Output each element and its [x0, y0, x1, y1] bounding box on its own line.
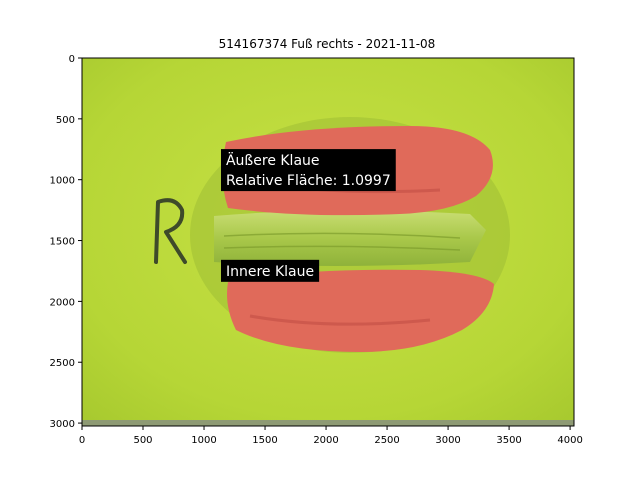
photo-image [82, 58, 574, 426]
chart-title: 514167374 Fuß rechts - 2021-11-08 [219, 37, 436, 51]
annotations: Äußere Klaue Relative Fläche: 1.0997 Inner… [220, 149, 396, 282]
outer-claw-annotation-line: Relative Fläche: 1.0997 [226, 173, 391, 189]
x-tick-label: 3000 [435, 435, 460, 446]
x-tick-label: 3500 [496, 435, 521, 446]
outer-claw-annotation-line: Äußere Klaue [226, 151, 320, 169]
outer-claw-annotation: Äußere Klaue Relative Fläche: 1.0997 [220, 149, 396, 192]
x-tick-label: 2000 [313, 435, 338, 446]
inner-claw-shading [249, 314, 431, 326]
x-axis: 0 500 1000 1500 2000 2500 3000 3500 4000 [79, 426, 583, 446]
y-tick-label: 3000 [50, 419, 75, 430]
y-tick-label: 2500 [50, 358, 75, 369]
x-tick-label: 0 [79, 435, 85, 446]
inner-claw-region [227, 269, 494, 352]
y-tick-label: 1500 [50, 237, 75, 248]
outer-claw-annotation-box [220, 149, 396, 192]
axes-frame [81, 57, 575, 427]
x-tick-label: 2500 [374, 435, 399, 446]
inner-claw-annotation-box [220, 259, 320, 282]
x-tick-label: 4000 [557, 435, 582, 446]
handwritten-r-mark [154, 198, 187, 264]
inner-claw-annotation: Innere Klaue [220, 259, 320, 282]
photo-bottom-strip [82, 420, 574, 426]
x-tick-label: 1000 [191, 435, 216, 446]
y-tick-label: 1000 [50, 176, 75, 187]
y-axis: 0 500 1000 1500 2000 2500 3000 [50, 54, 82, 430]
x-tick-label: 500 [133, 435, 152, 446]
y-tick-label: 500 [56, 115, 75, 126]
inner-claw-annotation-line: Innere Klaue [226, 264, 314, 280]
x-tick-label: 1500 [252, 435, 277, 446]
y-tick-label: 2000 [50, 297, 75, 308]
pad-wrinkles [223, 232, 461, 251]
y-tick-label: 0 [69, 54, 75, 65]
interdigital-pad [214, 210, 486, 266]
